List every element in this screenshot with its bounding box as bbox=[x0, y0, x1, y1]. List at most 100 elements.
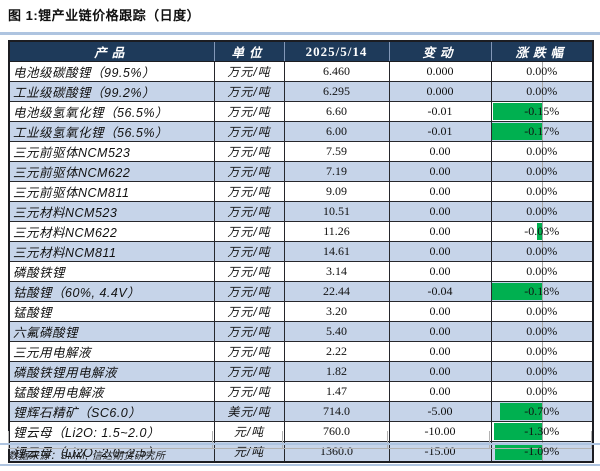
unit-cell: 万元/吨 bbox=[213, 301, 285, 322]
table-row: 钴酸锂（60%, 4.4V） 万元/吨 22.44 -0.04 -0.18% bbox=[8, 281, 594, 302]
unit-cell: 万元/吨 bbox=[213, 201, 285, 222]
unit-cell: 万元/吨 bbox=[213, 121, 285, 142]
table-row: 三元用电解液 万元/吨 2.22 0.00 0.00% bbox=[8, 341, 594, 362]
table-row: 磷酸铁锂 万元/吨 3.14 0.00 0.00% bbox=[8, 261, 594, 282]
pct-cell: -0.18% bbox=[490, 281, 594, 302]
unit-cell: 万元/吨 bbox=[213, 261, 285, 282]
change-cell: 0.00 bbox=[388, 381, 492, 402]
product-name: 三元材料NCM811 bbox=[8, 241, 215, 262]
price-cell: 7.19 bbox=[283, 161, 390, 182]
footer-divider-top bbox=[0, 443, 600, 445]
negative-change-bar bbox=[493, 103, 542, 120]
footer-divider-bottom bbox=[0, 464, 600, 466]
pct-cell: 0.00% bbox=[490, 301, 594, 322]
change-cell: -10.00 bbox=[388, 421, 492, 442]
price-cell: 1.47 bbox=[283, 381, 390, 402]
pct-cell: 0.00% bbox=[490, 181, 594, 202]
product-name: 工业级氢氧化锂（56.5%） bbox=[8, 121, 215, 142]
product-name: 锂辉石精矿（SC6.0） bbox=[8, 401, 215, 422]
price-cell: 10.51 bbox=[283, 201, 390, 222]
unit-cell: 万元/吨 bbox=[213, 141, 285, 162]
table-row: 三元前驱体NCM523 万元/吨 7.59 0.00 0.00% bbox=[8, 141, 594, 162]
table-row: 锰酸锂用电解液 万元/吨 1.47 0.00 0.00% bbox=[8, 381, 594, 402]
table-row: 三元前驱体NCM622 万元/吨 7.19 0.00 0.00% bbox=[8, 161, 594, 182]
pct-cell: 0.00% bbox=[490, 321, 594, 342]
product-name: 三元材料NCM523 bbox=[8, 201, 215, 222]
change-cell: 0.00 bbox=[388, 361, 492, 382]
data-source-note: 数据来源：SMM, 信达期货研究所 bbox=[8, 451, 166, 462]
negative-change-bar bbox=[492, 283, 542, 300]
change-cell: -0.04 bbox=[388, 281, 492, 302]
table-row: 三元材料NCM523 万元/吨 10.51 0.00 0.00% bbox=[8, 201, 594, 222]
change-cell: 0.00 bbox=[388, 221, 492, 242]
product-name: 磷酸铁锂 bbox=[8, 261, 215, 282]
product-name: 三元前驱体NCM811 bbox=[8, 181, 215, 202]
price-cell: 6.60 bbox=[283, 101, 390, 122]
product-name: 工业级碳酸锂（99.2%） bbox=[8, 81, 215, 102]
pct-cell: -0.70% bbox=[490, 401, 594, 422]
price-cell: 6.460 bbox=[283, 61, 390, 82]
unit-cell: 万元/吨 bbox=[213, 181, 285, 202]
change-cell: -15.00 bbox=[388, 441, 492, 463]
negative-change-bar bbox=[492, 123, 542, 140]
price-cell: 1360.0 bbox=[283, 441, 390, 463]
col-header-pct: 涨跌幅 bbox=[490, 41, 594, 62]
product-name: 电池级碳酸锂（99.5%） bbox=[8, 61, 215, 82]
price-cell: 3.14 bbox=[283, 261, 390, 282]
unit-cell: 美元/吨 bbox=[213, 401, 285, 422]
change-cell: 0.00 bbox=[388, 301, 492, 322]
negative-change-bar bbox=[537, 223, 542, 240]
change-cell: 0.00 bbox=[388, 241, 492, 262]
change-cell: 0.000 bbox=[388, 61, 492, 82]
product-name: 电池级氢氧化锂（56.5%） bbox=[8, 101, 215, 122]
pct-cell: 0.00% bbox=[490, 261, 594, 282]
pct-cell: 0.00% bbox=[490, 141, 594, 162]
pct-cell: 0.00% bbox=[490, 201, 594, 222]
change-cell: -0.01 bbox=[388, 121, 492, 142]
unit-cell: 万元/吨 bbox=[213, 61, 285, 82]
unit-cell: 万元/吨 bbox=[213, 161, 285, 182]
table-row: 锰酸锂 万元/吨 3.20 0.00 0.00% bbox=[8, 301, 594, 322]
pct-cell: 0.00% bbox=[490, 81, 594, 102]
change-cell: 0.00 bbox=[388, 261, 492, 282]
table-row: 电池级氢氧化锂（56.5%） 万元/吨 6.60 -0.01 -0.15% bbox=[8, 101, 594, 122]
col-header-change: 变动 bbox=[388, 41, 492, 62]
table-row: 三元材料NCM622 万元/吨 11.26 0.00 -0.03% bbox=[8, 221, 594, 242]
unit-cell: 元/吨 bbox=[213, 421, 285, 442]
price-cell: 14.61 bbox=[283, 241, 390, 262]
table-row: 电池级碳酸锂（99.5%） 万元/吨 6.460 0.000 0.00% bbox=[8, 61, 594, 82]
change-cell: 0.00 bbox=[388, 321, 492, 342]
unit-cell: 万元/吨 bbox=[213, 241, 285, 262]
figure-title: 图 1:锂产业链价格跟踪（日度） bbox=[8, 8, 201, 23]
change-cell: -5.00 bbox=[388, 401, 492, 422]
unit-cell: 万元/吨 bbox=[213, 81, 285, 102]
price-cell: 1.82 bbox=[283, 361, 390, 382]
col-header-date: 2025/5/14 bbox=[283, 41, 390, 62]
product-name: 三元用电解液 bbox=[8, 341, 215, 362]
price-cell: 5.40 bbox=[283, 321, 390, 342]
table-row: 磷酸铁锂用电解液 万元/吨 1.82 0.00 0.00% bbox=[8, 361, 594, 382]
product-name: 六氟磷酸锂 bbox=[8, 321, 215, 342]
product-name: 锰酸锂用电解液 bbox=[8, 381, 215, 402]
product-name: 锂云母（Li2O: 1.5~2.0） bbox=[8, 421, 215, 442]
negative-change-bar bbox=[499, 403, 542, 420]
price-cell: 714.0 bbox=[283, 401, 390, 422]
unit-cell: 万元/吨 bbox=[213, 281, 285, 302]
price-cell: 22.44 bbox=[283, 281, 390, 302]
pct-cell: -0.03% bbox=[490, 221, 594, 242]
product-name: 三元材料NCM622 bbox=[8, 221, 215, 242]
pct-cell: -0.15% bbox=[490, 101, 594, 122]
price-cell: 7.59 bbox=[283, 141, 390, 162]
change-cell: 0.00 bbox=[388, 161, 492, 182]
pct-cell: 0.00% bbox=[490, 341, 594, 362]
lithium-price-table: 产品 单位 2025/5/14 变动 涨跌幅 电池级碳酸锂（99.5%） 万元/… bbox=[8, 40, 594, 463]
negative-change-bar bbox=[494, 423, 542, 440]
change-cell: 0.00 bbox=[388, 201, 492, 222]
price-cell: 6.295 bbox=[283, 81, 390, 102]
product-name: 三元前驱体NCM622 bbox=[8, 161, 215, 182]
table-row: 三元材料NCM811 万元/吨 14.61 0.00 0.00% bbox=[8, 241, 594, 262]
title-divider bbox=[0, 32, 600, 35]
table-row: 三元前驱体NCM811 万元/吨 9.09 0.00 0.00% bbox=[8, 181, 594, 202]
product-name: 磷酸铁锂用电解液 bbox=[8, 361, 215, 382]
change-cell: 0.00 bbox=[388, 341, 492, 362]
